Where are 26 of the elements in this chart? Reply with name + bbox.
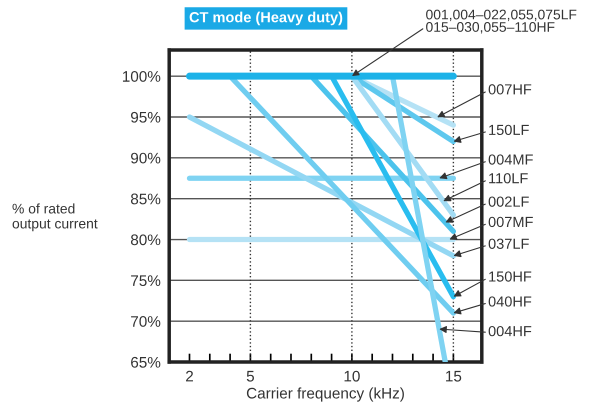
x-tick-label: 5 (246, 370, 254, 382)
text: 040HF (488, 296, 532, 307)
y-tick-label: 65% (131, 356, 160, 368)
text: 150HF (489, 271, 532, 282)
text: 150LF (489, 124, 529, 136)
x-tick-label: 2 (186, 370, 193, 382)
y-tick-label: 75% (131, 275, 160, 286)
x-tick-label: 10 (344, 370, 360, 382)
text: 004HF (488, 326, 532, 336)
text: 001,004–022,055,075LF 015–030,055–110HF (426, 10, 576, 34)
text: 007MF (488, 216, 533, 228)
chart-title: CT mode (Heavy duty) (190, 12, 342, 26)
text: 002LF (488, 196, 529, 207)
x-tick-label: 15 (446, 370, 462, 382)
y-tick-label: 95% (131, 112, 160, 123)
y-tick-label: 80% (130, 234, 160, 246)
y-axis-title: % of rated output current (12, 203, 98, 232)
text: 007HF (488, 84, 532, 94)
y-tick-label: 85% (130, 194, 160, 204)
text: 037LF (488, 238, 529, 249)
y-tick-label: 100% (122, 71, 160, 82)
text: 110LF (489, 173, 528, 184)
text: 004MF (488, 154, 533, 165)
y-tick-label: 70% (131, 316, 160, 327)
y-tick-label: 90% (131, 152, 160, 164)
x-axis-title: Carrier frequency (kHz) (246, 387, 404, 402)
